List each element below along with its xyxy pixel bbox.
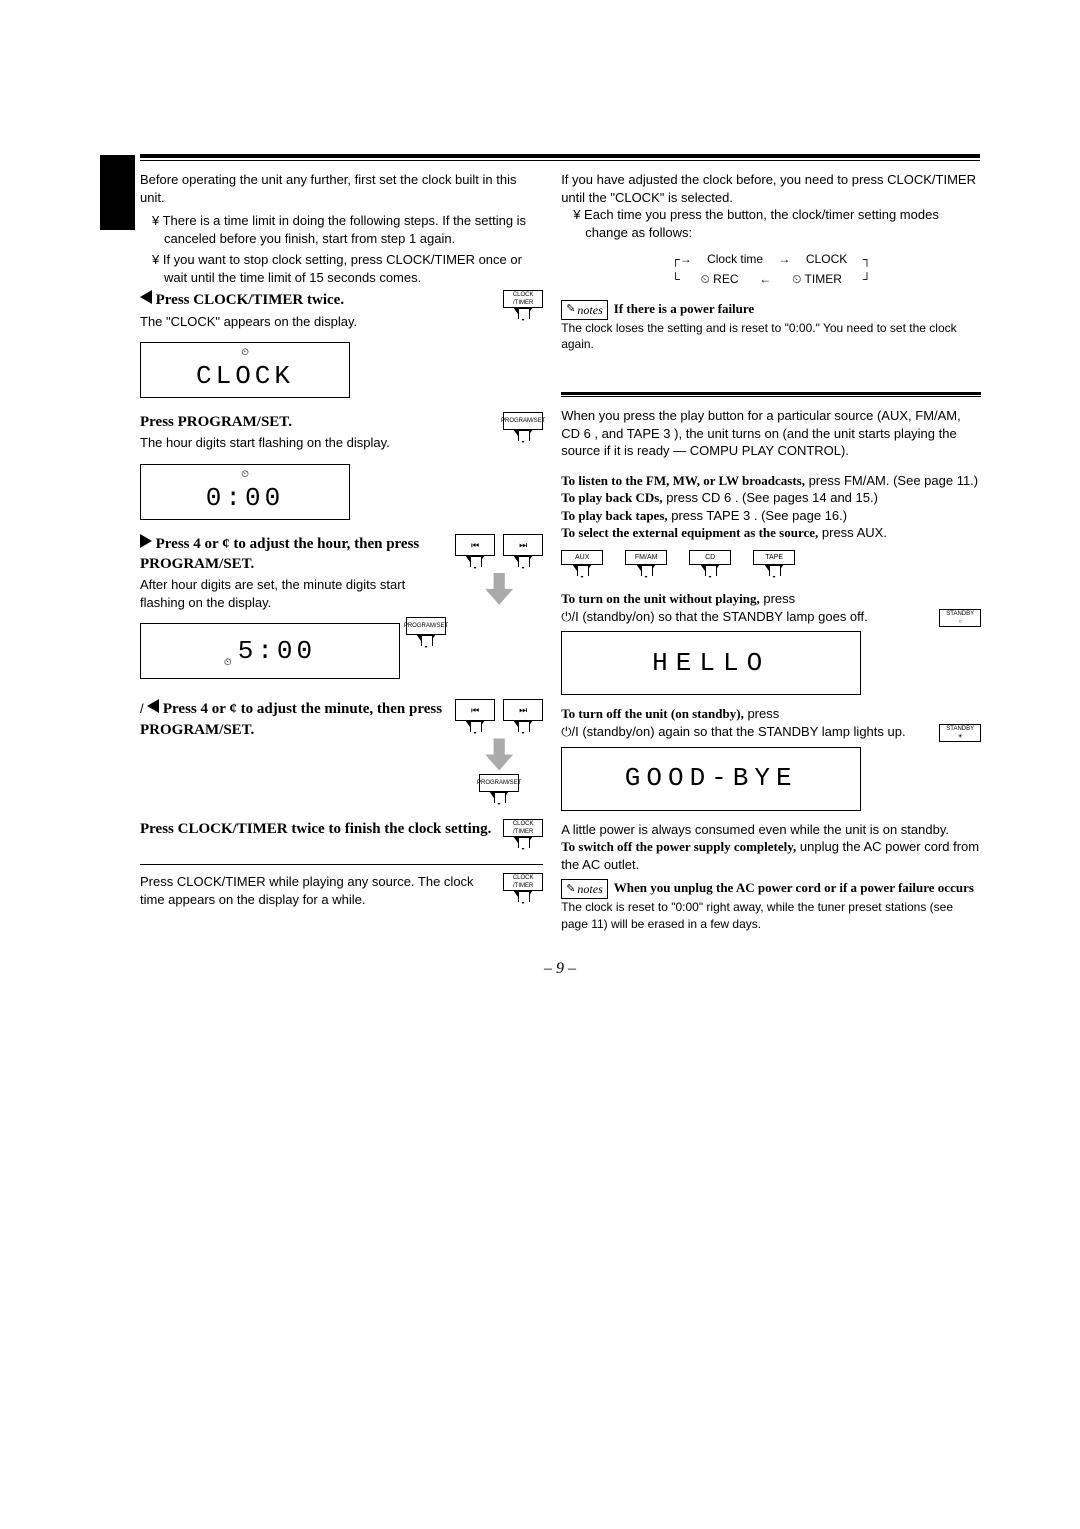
note-title: If there is a power failure xyxy=(614,300,981,318)
turn-off-line: To turn off the unit (on standby), press… xyxy=(561,705,981,740)
source-buttons-row: AUX FM/AM CD TAPE xyxy=(561,550,981,578)
skip-buttons-icon: ⏮ ⏭ xyxy=(455,534,543,609)
power-icon: ⏻/I xyxy=(561,609,579,624)
forward-icon: ⏭ xyxy=(503,699,543,721)
segment-text: 5:00 xyxy=(238,634,316,669)
step-3-head: Press 4 or ¢ to adjust the hour, then pr… xyxy=(140,536,419,572)
step-5: Press CLOCK/TIMER twice to finish the cl… xyxy=(140,819,543,850)
intro-bullet-2: ¥ If you want to stop clock setting, pre… xyxy=(152,251,543,286)
clock-icon: ⏲ xyxy=(241,468,249,482)
divider xyxy=(140,864,543,865)
right-arrow-icon xyxy=(140,534,152,548)
step-3-sub: After hour digits are set, the minute di… xyxy=(140,576,449,611)
step-1: Press CLOCK/TIMER twice. The "CLOCK" app… xyxy=(140,290,543,398)
compu-play-text: When you press the play button for a par… xyxy=(561,407,981,460)
display-000: ⏲ 0:00 xyxy=(140,464,350,520)
cd-button-icon: CD xyxy=(689,550,731,578)
clock-timer-button-icon: CLOCK /TIMER xyxy=(503,873,543,904)
forward-icon: ⏭ xyxy=(503,534,543,556)
display-hello: HELLO xyxy=(561,631,861,695)
btn-label: CLOCK /TIMER xyxy=(503,819,543,837)
step-2-head: Press PROGRAM/SET. xyxy=(140,412,497,432)
skip-buttons-icon: ⏮ ⏭ PROGRAM/SET xyxy=(455,699,543,805)
mode-timer: ⏲ TIMER xyxy=(792,271,842,287)
rewind-icon: ⏮ xyxy=(455,699,495,721)
intro-list: ¥ There is a time limit in doing the fol… xyxy=(152,212,543,286)
clock-icon: ⏲ xyxy=(241,346,249,360)
sec2-thick-rule xyxy=(561,392,981,395)
down-arrow-icon xyxy=(485,573,513,605)
section-tab xyxy=(100,155,135,230)
clock-icon: ⏲ xyxy=(224,656,232,670)
step-1-head: Press CLOCK/TIMER twice. xyxy=(156,292,344,308)
mode-cycle-diagram: ┌→ Clock time → CLOCK ┐ └ ⏲ REC ← ⏲ TIME… xyxy=(661,249,881,289)
btn-label: CLOCK /TIMER xyxy=(503,290,543,308)
tape-button-icon: TAPE xyxy=(753,550,795,578)
step-5-head: Press CLOCK/TIMER twice to finish the cl… xyxy=(140,819,497,839)
note-title-2: When you unplug the AC power cord or if … xyxy=(614,879,981,897)
display-goodbye: GOOD-BYE xyxy=(561,747,861,811)
fmam-button-icon: FM/AM xyxy=(625,550,667,578)
listen-line: To listen to the FM, MW, or LW broadcast… xyxy=(561,472,981,490)
step-3: Press 4 or ¢ to adjust the hour, then pr… xyxy=(140,534,543,686)
step-2-sub: The hour digits start flashing on the di… xyxy=(140,434,497,452)
page-number: – 9 – xyxy=(140,958,980,980)
top-thick-rule xyxy=(140,154,980,158)
aux-button-icon: AUX xyxy=(561,550,603,578)
down-arrow-icon xyxy=(485,738,513,770)
step-4-head: Press 4 or ¢ to adjust the minute, then … xyxy=(140,701,442,737)
left-arrow-icon xyxy=(140,290,152,304)
rewind-icon: ⏮ xyxy=(455,534,495,556)
step-1-sub: The "CLOCK" appears on the display. xyxy=(140,313,497,331)
mode-clocktime: Clock time xyxy=(707,251,763,267)
display-500: ⏲ 5:00 xyxy=(140,623,400,679)
note-body: The clock loses the setting and is reset… xyxy=(561,320,981,352)
segment-text: CLOCK xyxy=(196,359,294,394)
note-power-failure: notes If there is a power failure xyxy=(561,300,981,320)
main-columns: Before operating the unit any further, f… xyxy=(140,171,980,932)
program-set-button-icon: PROGRAM/SET xyxy=(406,617,446,648)
top-thin-rule xyxy=(140,160,980,161)
step-2: Press PROGRAM/SET. The hour digits start… xyxy=(140,412,543,520)
notes-icon: notes xyxy=(561,300,608,320)
standby-power-text: A little power is always consumed even w… xyxy=(561,821,981,839)
step-4: / Press 4 or ¢ to adjust the minute, the… xyxy=(140,699,543,805)
notes-icon: notes xyxy=(561,879,608,899)
segment-text: HELLO xyxy=(652,646,770,681)
section-2: When you press the play button for a par… xyxy=(561,392,981,932)
right-column: If you have adjusted the clock before, y… xyxy=(561,171,981,932)
tape-line: To play back tapes, press TAPE 3 . (See … xyxy=(561,507,981,525)
mode-clock: CLOCK xyxy=(806,251,847,267)
btn-label: PROGRAM/SET xyxy=(406,617,446,635)
cd-line: To play back CDs, press CD 6 . (See page… xyxy=(561,489,981,507)
segment-text: 0:00 xyxy=(206,481,284,516)
clock-timer-button-icon: CLOCK /TIMER xyxy=(503,819,543,850)
intro-lead: Before operating the unit any further, f… xyxy=(140,171,543,206)
bar-icon: / xyxy=(140,701,144,716)
note-body-2: The clock is reset to "0:00" right away,… xyxy=(561,899,981,931)
check-clock-text: Press CLOCK/TIMER while playing any sour… xyxy=(140,873,497,908)
mode-rec: ⏲ REC xyxy=(700,271,738,287)
check-clock-block: Press CLOCK/TIMER while playing any sour… xyxy=(140,873,543,908)
power-icon: ⏻/I xyxy=(561,724,579,739)
standby-button-off-icon: STANDBY○ xyxy=(939,609,981,627)
btn-label: CLOCK /TIMER xyxy=(503,873,543,891)
left-arrow-icon xyxy=(147,699,159,713)
adjust-text-1: If you have adjusted the clock before, y… xyxy=(561,171,981,206)
btn-label: PROGRAM/SET xyxy=(479,774,519,792)
turn-on-line: To turn on the unit without playing, pre… xyxy=(561,590,981,625)
display-clock: ⏲ CLOCK xyxy=(140,342,350,398)
unplug-line: To switch off the power supply completel… xyxy=(561,838,981,873)
adjust-text-2: ¥ Each time you press the button, the cl… xyxy=(573,206,981,241)
aux-line: To select the external equipment as the … xyxy=(561,524,981,542)
clock-timer-button-icon: CLOCK /TIMER xyxy=(503,290,543,321)
intro-bullet-1: ¥ There is a time limit in doing the fol… xyxy=(152,212,543,247)
standby-button-on-icon: STANDBY☀ xyxy=(939,724,981,742)
segment-text: GOOD-BYE xyxy=(625,761,798,796)
program-set-button-icon: PROGRAM/SET xyxy=(503,412,543,443)
sec2-thin-rule xyxy=(561,396,981,397)
left-column: Before operating the unit any further, f… xyxy=(140,171,543,932)
btn-label: PROGRAM/SET xyxy=(503,412,543,430)
note-unplug: notes When you unplug the AC power cord … xyxy=(561,879,981,899)
